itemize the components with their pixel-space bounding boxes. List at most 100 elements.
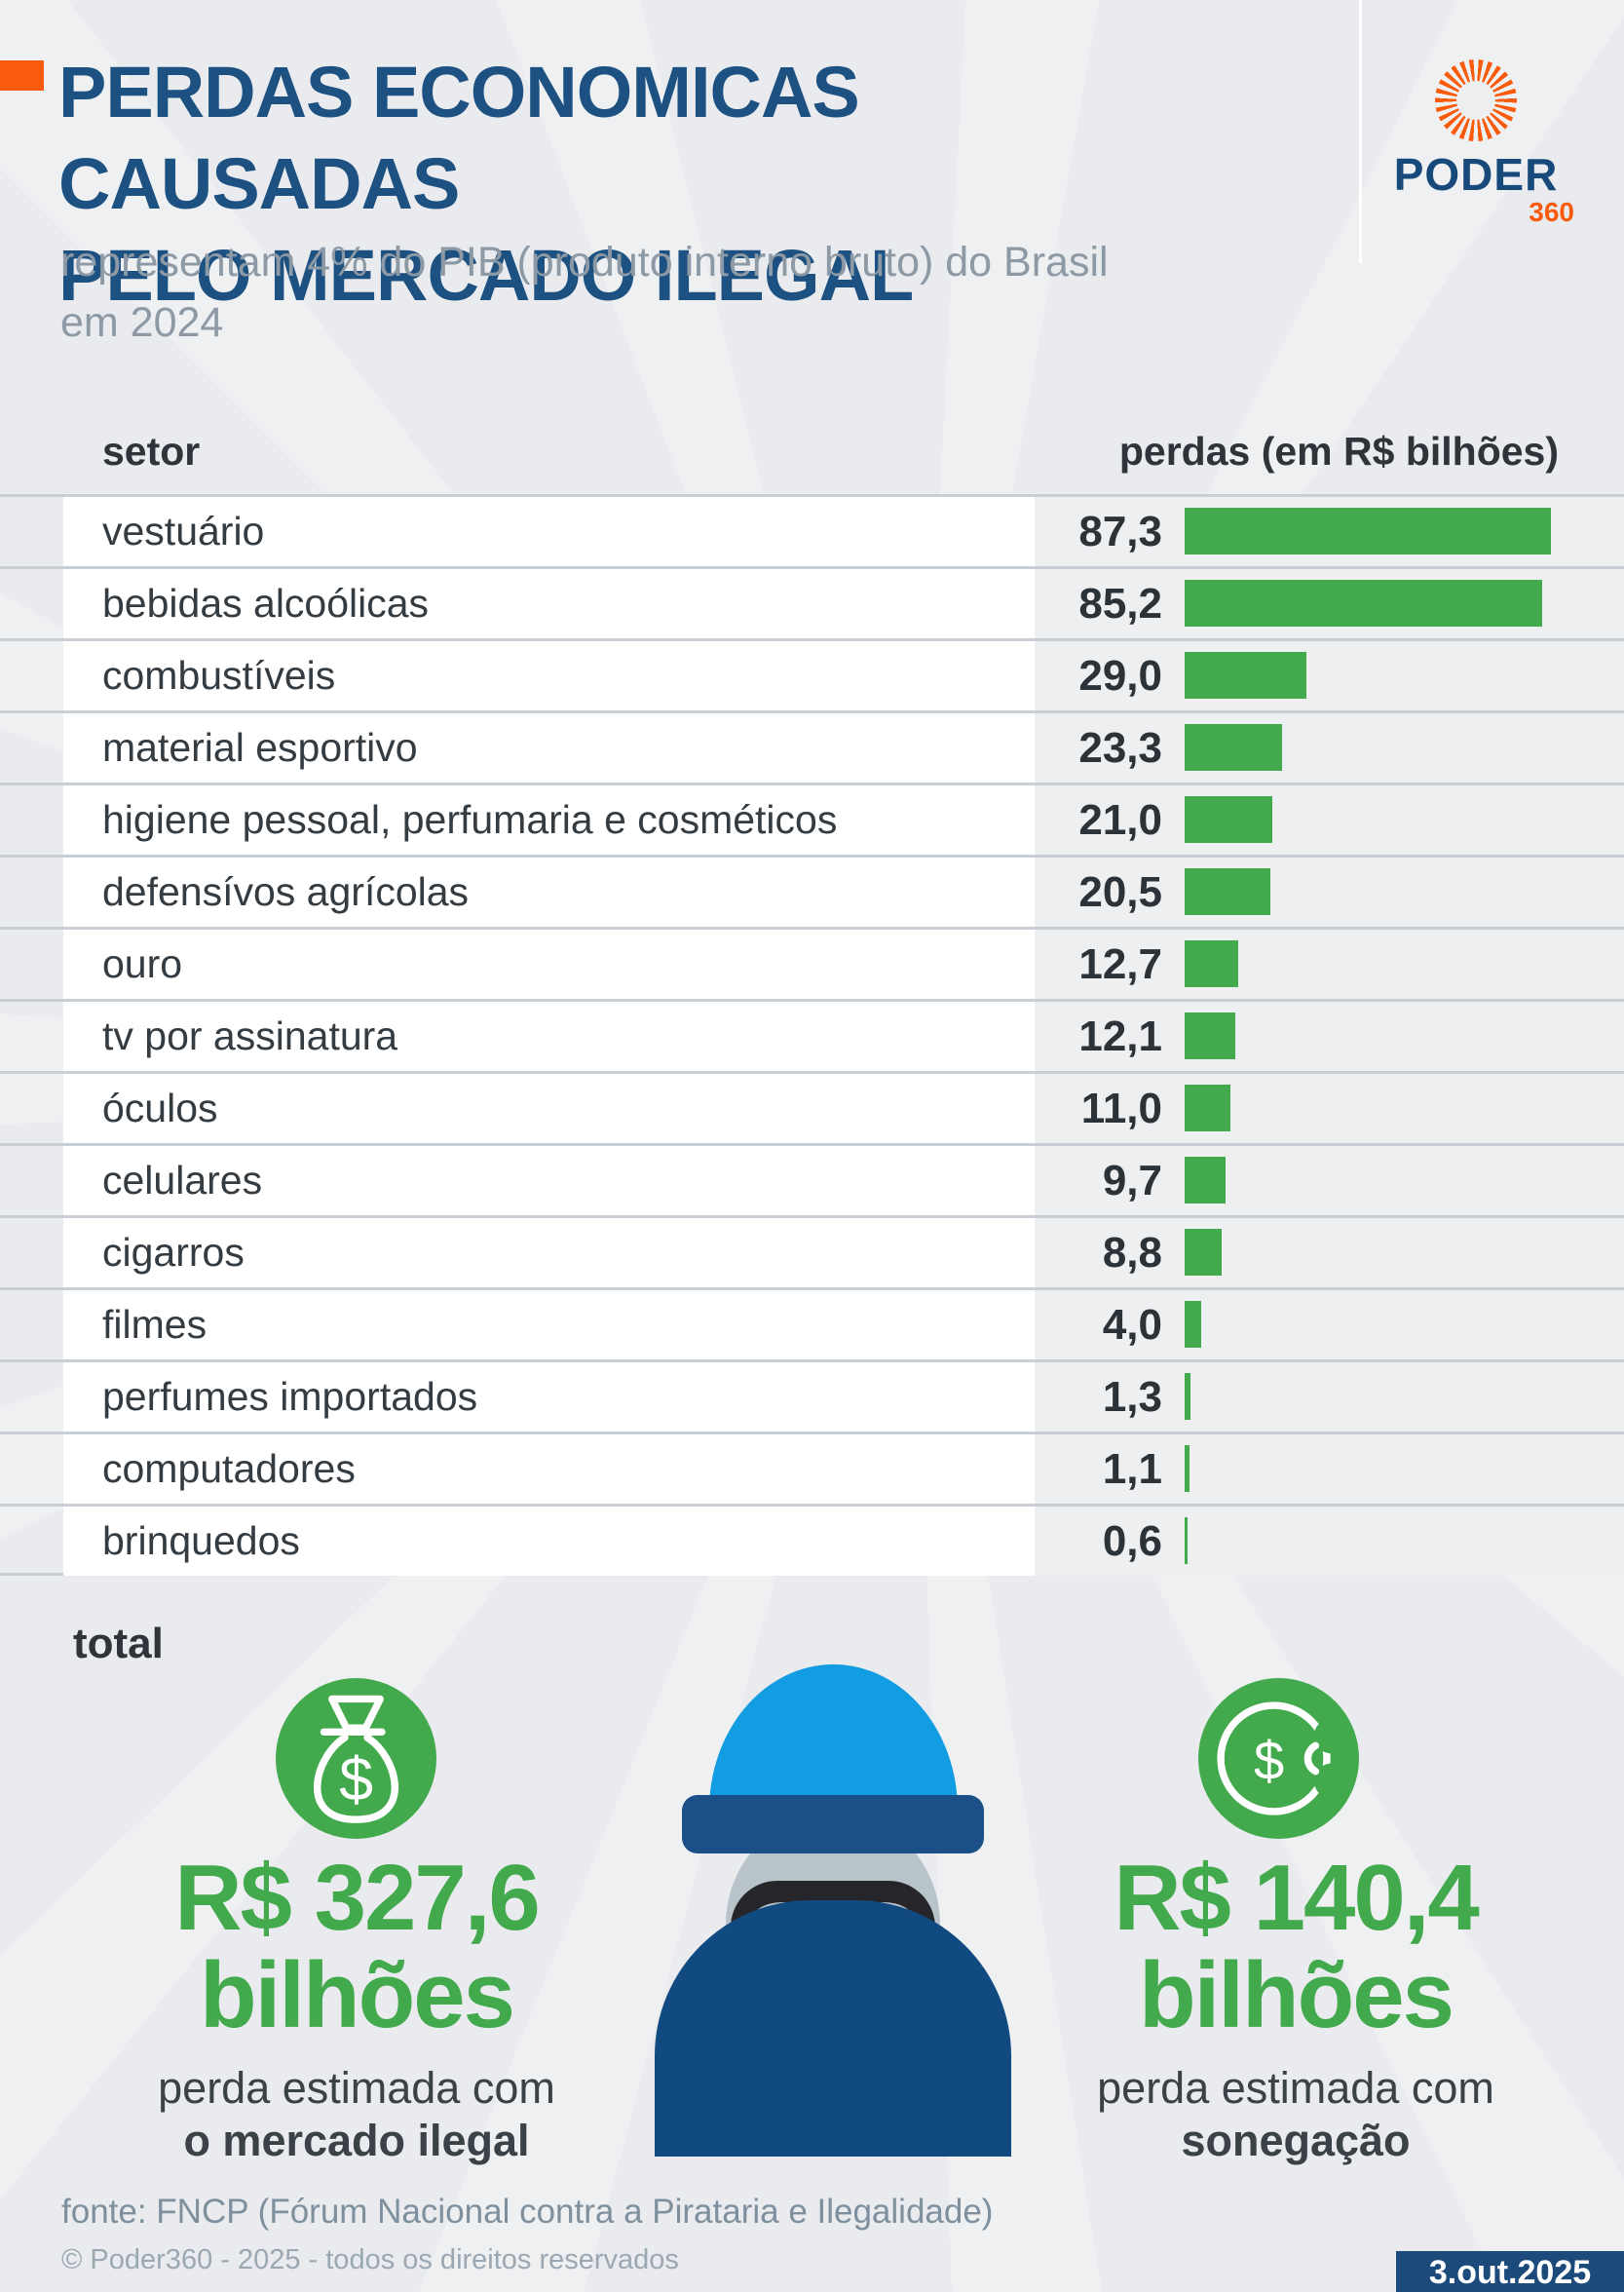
bitten-coin-icon: $ xyxy=(1198,1678,1359,1839)
sector-label: material esportivo xyxy=(63,713,1035,783)
table-row: perfumes importados 1,3 xyxy=(0,1359,1624,1432)
total-left-unit: bilhões xyxy=(199,1943,515,2047)
thief-body xyxy=(655,1900,1011,2157)
total-label: total xyxy=(73,1620,164,1667)
header-divider xyxy=(1359,0,1362,263)
sector-label: perfumes importados xyxy=(63,1362,1035,1432)
total-left-amount: R$ 327,6 xyxy=(174,1846,541,1950)
total-mercado-ilegal-value: R$ 327,6 bilhões xyxy=(55,1850,659,2044)
poder360-sunburst-icon xyxy=(1435,59,1517,141)
sector-label: bebidas alcoólicas xyxy=(63,569,1035,638)
value-band xyxy=(1035,1146,1624,1215)
value-bar xyxy=(1185,724,1282,771)
svg-text:$: $ xyxy=(1254,1730,1284,1791)
table-row: higiene pessoal, perfumaria e cosméticos… xyxy=(0,783,1624,855)
thief-illustration xyxy=(585,1657,1081,2163)
total-mercado-ilegal-desc: perda estimada com o mercado ilegal xyxy=(55,2062,659,2167)
value-bar xyxy=(1185,1517,1188,1564)
value-band xyxy=(1035,1362,1624,1432)
value-band xyxy=(1035,1507,1624,1576)
poder360-wordmark: PODER xyxy=(1393,149,1559,200)
total-sonegacao-value: R$ 140,4 bilhões xyxy=(994,1850,1598,2044)
sector-value: 12,1 xyxy=(1078,1012,1162,1060)
sector-label: tv por assinatura xyxy=(63,1002,1035,1071)
copyright-note: © Poder360 - 2025 - todos os direitos re… xyxy=(61,2244,679,2275)
value-band xyxy=(1035,641,1624,710)
value-band xyxy=(1035,1002,1624,1071)
source-note: fonte: FNCP (Fórum Nacional contra a Pir… xyxy=(61,2193,994,2231)
publication-date-badge: 3.out.2025 xyxy=(1396,2251,1624,2292)
total-sonegacao: R$ 140,4 bilhões perda estimada com sone… xyxy=(994,1850,1598,2167)
table-row: computadores 1,1 xyxy=(0,1432,1624,1504)
sector-value: 11,0 xyxy=(1080,1085,1162,1132)
value-bar xyxy=(1185,796,1272,843)
accent-square xyxy=(0,60,44,91)
value-bar xyxy=(1185,1301,1201,1348)
value-band xyxy=(1035,713,1624,783)
sector-table-rows: vestuário 87,3 bebidas alcoólicas 85,2 combu… xyxy=(0,494,1624,1576)
table-row: material esportivo 23,3 xyxy=(0,710,1624,783)
thief-beanie-band xyxy=(682,1795,984,1853)
value-band xyxy=(1035,1290,1624,1359)
sector-label: celulares xyxy=(63,1146,1035,1215)
value-bar xyxy=(1185,1445,1190,1492)
table-row: óculos 11,0 xyxy=(0,1071,1624,1143)
thief-beanie xyxy=(709,1664,958,1811)
sector-label: combustíveis xyxy=(63,641,1035,710)
table-row: bebidas alcoólicas 85,2 xyxy=(0,566,1624,638)
table-row: defensívos agrícolas 20,5 xyxy=(0,855,1624,927)
value-bar xyxy=(1185,940,1238,987)
poder360-logo: PODER 360 xyxy=(1364,54,1588,227)
table-row: combustíveis 29,0 xyxy=(0,638,1624,710)
money-bag-icon: $ xyxy=(276,1678,436,1839)
total-sonegacao-desc: perda estimada com sonegação xyxy=(994,2062,1598,2167)
table-row: tv por assinatura 12,1 xyxy=(0,999,1624,1071)
sector-label: brinquedos xyxy=(63,1507,1035,1576)
value-bar xyxy=(1185,580,1542,627)
value-band xyxy=(1035,1218,1624,1287)
total-right-desc2: sonegação xyxy=(1181,2116,1411,2165)
value-bar xyxy=(1185,1085,1230,1131)
svg-text:$: $ xyxy=(339,1745,373,1814)
value-bar xyxy=(1185,508,1551,554)
value-bar xyxy=(1185,1157,1226,1203)
page-title-line2: PELO MERCADO ILEGAL xyxy=(58,235,914,316)
table-row: ouro 12,7 xyxy=(0,927,1624,999)
sector-label: ouro xyxy=(63,930,1035,999)
poder360-suffix: 360 xyxy=(1529,197,1574,227)
sector-value: 12,7 xyxy=(1078,940,1162,988)
page-subtitle: representam 4% do PIB (produto interno b… xyxy=(60,232,1278,353)
value-band xyxy=(1035,1434,1624,1504)
column-header-value: perdas (em R$ bilhões) xyxy=(1118,429,1559,474)
sector-value: 4,0 xyxy=(1102,1301,1162,1349)
sector-label: cigarros xyxy=(63,1218,1035,1287)
table-row: cigarros 8,8 xyxy=(0,1215,1624,1287)
sector-table: vestuário 87,3 bebidas alcoólicas 85,2 combu… xyxy=(0,494,1624,1576)
sector-value: 20,5 xyxy=(1078,868,1162,916)
table-row: vestuário 87,3 xyxy=(0,494,1624,566)
page-title-line1: PERDAS ECONOMICAS CAUSADAS xyxy=(58,52,860,224)
value-bar xyxy=(1185,868,1270,915)
sector-label: vestuário xyxy=(63,497,1035,566)
table-row: brinquedos 0,6 xyxy=(0,1504,1624,1576)
total-right-unit: bilhões xyxy=(1138,1943,1454,2047)
sector-label: defensívos agrícolas xyxy=(63,858,1035,927)
sector-label: óculos xyxy=(63,1074,1035,1143)
sector-value: 1,1 xyxy=(1102,1445,1162,1493)
sector-value: 23,3 xyxy=(1078,724,1162,772)
sector-label: higiene pessoal, perfumaria e cosméticos xyxy=(63,785,1035,855)
sector-value: 9,7 xyxy=(1102,1157,1162,1204)
total-left-desc1: perda estimada com xyxy=(158,2063,555,2113)
value-band xyxy=(1035,1074,1624,1143)
table-row: filmes 4,0 xyxy=(0,1287,1624,1359)
sector-value: 87,3 xyxy=(1078,508,1162,555)
page-subtitle-line2: em 2024 xyxy=(60,299,224,346)
value-bar xyxy=(1185,1229,1222,1276)
sector-value: 85,2 xyxy=(1078,580,1162,628)
value-band xyxy=(1035,785,1624,855)
sector-label: computadores xyxy=(63,1434,1035,1504)
sector-label: filmes xyxy=(63,1290,1035,1359)
value-bar xyxy=(1185,1012,1235,1059)
value-bar xyxy=(1185,1373,1190,1420)
